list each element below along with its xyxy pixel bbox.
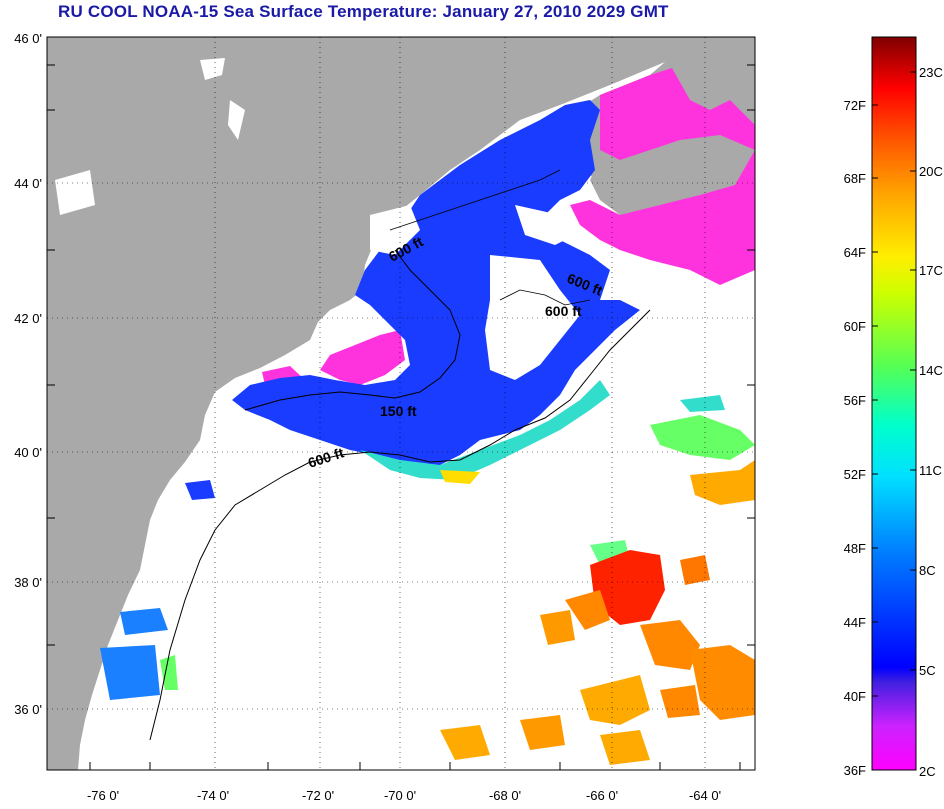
colorbar-label-c: 20C bbox=[919, 164, 943, 179]
contour-600ft-shelf bbox=[149, 309, 651, 741]
lon-label: -74 0' bbox=[197, 788, 229, 803]
colorbar-label-c: 23C bbox=[919, 65, 943, 80]
cool-water-gulf-of-maine bbox=[232, 100, 640, 470]
lon-label: -70 0' bbox=[384, 788, 416, 803]
lon-label: -76 0' bbox=[87, 788, 119, 803]
colorbar-label-f: 64F bbox=[844, 245, 866, 260]
contour-label: 150 ft bbox=[380, 403, 417, 419]
lat-label: 38 0' bbox=[14, 575, 42, 590]
lon-label: -68 0' bbox=[489, 788, 521, 803]
colorbar-label-f: 44F bbox=[844, 615, 866, 630]
colorbar-label-c: 14C bbox=[919, 363, 943, 378]
frame-ticks bbox=[47, 64, 755, 770]
colorbar-ticks bbox=[872, 71, 916, 697]
cold-water-gulf-stlawrence bbox=[570, 68, 755, 285]
colorbar-label-f: 68F bbox=[844, 171, 866, 186]
warm-core-eddy bbox=[590, 550, 665, 625]
colorbar-label-c: 2C bbox=[919, 764, 936, 779]
colorbar-label-c: 17C bbox=[919, 263, 943, 278]
colorbar-label-f: 40F bbox=[844, 689, 866, 704]
colorbar-label-f: 36F bbox=[844, 763, 866, 778]
colorbar-label-f: 52F bbox=[844, 467, 866, 482]
lon-label: -64 0' bbox=[689, 788, 721, 803]
colorbar-label-c: 8C bbox=[919, 563, 936, 578]
lon-label: -72 0' bbox=[302, 788, 334, 803]
colorbar-label-c: 11C bbox=[919, 463, 942, 478]
colorbar-label-f: 48F bbox=[844, 541, 866, 556]
lat-label: 36 0' bbox=[14, 702, 42, 717]
map-title: RU COOL NOAA-15 Sea Surface Temperature:… bbox=[58, 2, 669, 21]
contour-label: 600 ft bbox=[545, 303, 582, 319]
cold-water-capecod bbox=[320, 330, 405, 385]
colorbar-label-c: 5C bbox=[919, 663, 936, 678]
colorbar-label-f: 72F bbox=[844, 98, 866, 113]
lat-label: 42 0' bbox=[14, 311, 42, 326]
lon-label: -66 0' bbox=[586, 788, 618, 803]
land-mass bbox=[47, 37, 755, 770]
map-border bbox=[46, 36, 756, 771]
contour-150ft bbox=[244, 249, 461, 411]
colorbar-label-f: 60F bbox=[844, 319, 866, 334]
lat-label: 44 0' bbox=[14, 176, 42, 191]
colorbar-label-f: 56F bbox=[844, 393, 866, 408]
graticule bbox=[47, 37, 755, 770]
lat-label: 40 0' bbox=[14, 445, 42, 460]
colorbar bbox=[871, 36, 917, 771]
lat-label: 46 0' bbox=[14, 31, 42, 46]
